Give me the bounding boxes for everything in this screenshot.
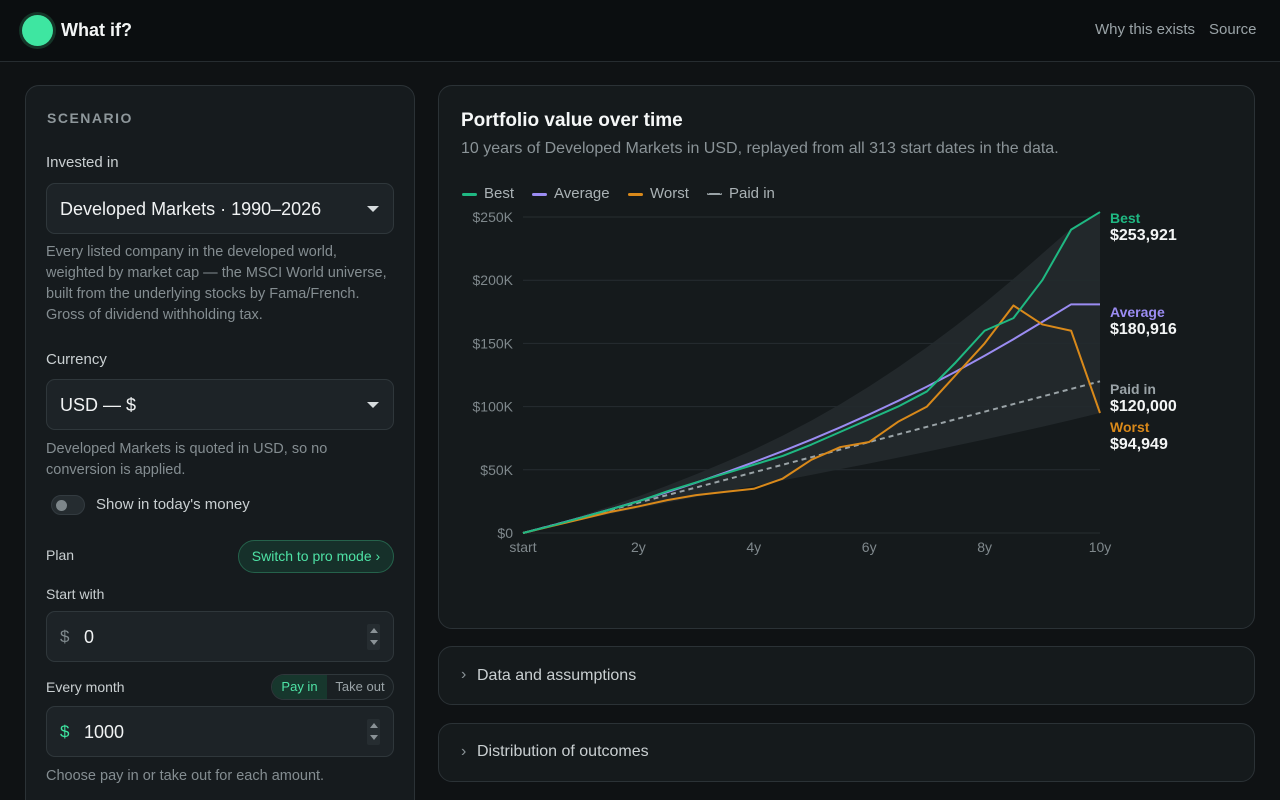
- y-tick-label: $0: [497, 525, 513, 541]
- legend-average: Average: [554, 185, 610, 202]
- data-assumptions-accordion[interactable]: › Data and assumptions: [438, 646, 1255, 705]
- top-bar: What if? Why this exists Source: [0, 0, 1280, 62]
- legend-swatch-worst: [628, 193, 643, 196]
- y-tick-label: $250K: [473, 209, 514, 225]
- x-tick-label: 4y: [746, 539, 761, 555]
- series-line-worst: [522, 304, 1101, 534]
- invested-in-select[interactable]: Developed Markets · 1990–2026: [46, 183, 394, 234]
- app-title: What if?: [61, 20, 132, 40]
- legend-swatch-best: [462, 193, 477, 196]
- logo-icon: [22, 15, 53, 46]
- scenario-panel: SCENARIO Invested in Developed Markets ·…: [25, 85, 415, 800]
- end-label-name: Average: [1110, 304, 1165, 320]
- chevron-right-icon: ›: [461, 743, 467, 760]
- chart-title: Portfolio value over time: [461, 110, 683, 131]
- invested-in-label: Invested in: [46, 154, 119, 171]
- end-label-name: Best: [1110, 210, 1141, 226]
- every-month-input[interactable]: $ 1000: [46, 706, 394, 757]
- scenario-heading: SCENARIO: [47, 110, 133, 126]
- chart-subtitle: 10 years of Developed Markets in USD, re…: [461, 140, 1059, 157]
- end-label-value: $253,921: [1110, 227, 1177, 244]
- legend-best: Best: [484, 185, 515, 202]
- pay-mode-toggle: Pay in Take out: [271, 674, 394, 700]
- legend-paid-in: Paid in: [729, 185, 775, 202]
- currency-value: USD — $: [60, 395, 137, 415]
- y-tick-label: $200K: [473, 272, 514, 288]
- y-tick-label: $50K: [480, 462, 513, 478]
- portfolio-chart: $0 $50K $100K $150K $200K $250K start 2y 4y 6y 8y 1…: [473, 209, 1177, 555]
- currency-select[interactable]: USD — $: [46, 379, 394, 430]
- x-tick-label: start: [509, 539, 536, 555]
- toggle-knob: [56, 500, 67, 511]
- legend-swatch-average: [532, 193, 547, 196]
- distribution-label[interactable]: Distribution of outcomes: [477, 743, 649, 760]
- todays-money-toggle[interactable]: [51, 495, 85, 515]
- take-out-option[interactable]: Take out: [335, 679, 385, 694]
- invested-in-help: Every listed company in the developed wo…: [46, 244, 387, 323]
- start-with-input[interactable]: $ 0: [46, 611, 394, 662]
- legend-worst: Worst: [650, 185, 689, 202]
- invested-in-value: Developed Markets · 1990–2026: [60, 199, 322, 219]
- every-month-label: Every month: [46, 679, 125, 695]
- x-tick-label: 2y: [631, 539, 646, 555]
- end-label-value: $180,916: [1110, 321, 1177, 338]
- pay-in-option[interactable]: Pay in: [272, 675, 327, 699]
- x-tick-label: 10y: [1089, 539, 1112, 555]
- currency-label: Currency: [46, 351, 107, 368]
- plan-label: Plan: [46, 547, 75, 563]
- chevron-right-icon: ›: [461, 666, 467, 683]
- start-with-value: 0: [84, 627, 95, 647]
- distribution-accordion[interactable]: › Distribution of outcomes: [438, 723, 1255, 782]
- x-tick-label: 8y: [977, 539, 992, 555]
- end-label-name: Paid in: [1110, 381, 1156, 397]
- pay-mode-help: Choose pay in or take out for each amoun…: [46, 768, 325, 784]
- y-tick-label: $150K: [473, 335, 514, 351]
- todays-money-label: Show in today's money: [96, 496, 250, 513]
- start-with-label: Start with: [46, 586, 105, 602]
- outcome-range-band: [523, 212, 1100, 533]
- end-label-value: $120,000: [1110, 398, 1177, 415]
- legend-swatch-paid-in: [707, 193, 722, 195]
- x-tick-label: 6y: [862, 539, 877, 555]
- chevron-down-icon: [367, 206, 379, 212]
- monthly-stepper-icon[interactable]: [367, 719, 380, 745]
- switch-to-pro-mode-button[interactable]: Switch to pro mode ›: [238, 540, 394, 573]
- chevron-down-icon: [367, 402, 379, 408]
- every-month-value: 1000: [84, 722, 125, 742]
- y-tick-label: $100K: [473, 399, 514, 415]
- currency-help: Developed Markets is quoted in USD, so n…: [46, 441, 328, 478]
- start-stepper-icon[interactable]: [367, 624, 380, 650]
- end-label-value: $94,949: [1110, 436, 1168, 453]
- nav-source[interactable]: Source: [1209, 21, 1257, 38]
- end-label-name: Worst: [1110, 419, 1150, 435]
- monthly-currency-symbol: $: [60, 722, 70, 741]
- chart-card: Portfolio value over time 10 years of De…: [438, 85, 1255, 629]
- start-currency-symbol: $: [60, 627, 70, 646]
- series-line-best: [522, 211, 1101, 534]
- nav-why-this-exists[interactable]: Why this exists: [1095, 21, 1196, 38]
- data-assumptions-label[interactable]: Data and assumptions: [477, 667, 637, 684]
